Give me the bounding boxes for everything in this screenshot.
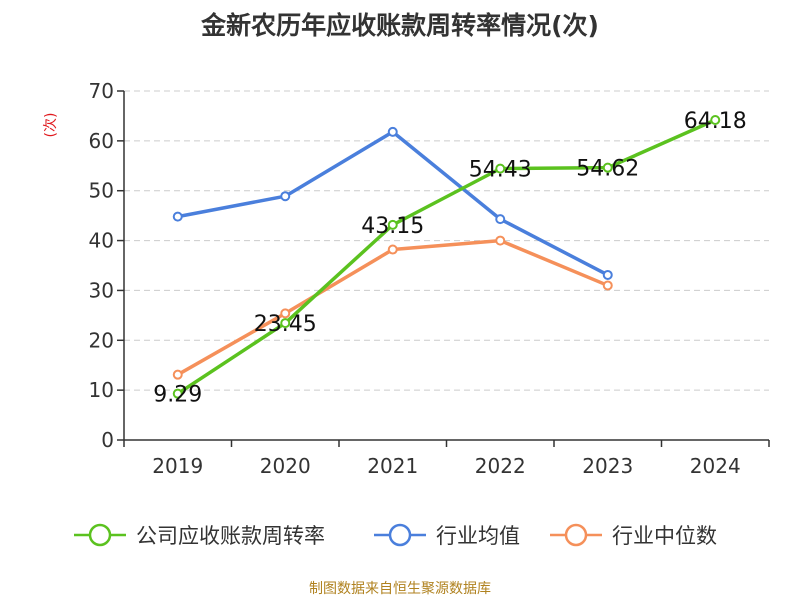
series-line xyxy=(176,238,609,377)
x-tick-label: 2021 xyxy=(367,454,418,478)
legend-line-marker-icon xyxy=(374,523,426,547)
y-tick-label: 20 xyxy=(89,328,114,352)
y-tick-label: 40 xyxy=(89,229,114,253)
chart-title: 金新农历年应收账款周转率情况(次) xyxy=(201,11,599,40)
data-label: 43.15 xyxy=(361,214,424,239)
data-point xyxy=(280,308,291,319)
data-label: 23.45 xyxy=(254,312,317,337)
y-tick-label: 60 xyxy=(89,129,114,153)
legend-line-marker-icon xyxy=(74,523,126,547)
data-label: 64.18 xyxy=(684,109,747,134)
x-tick-label: 2023 xyxy=(582,454,633,478)
y-tick-label: 0 xyxy=(101,428,114,452)
legend-marker xyxy=(388,523,412,547)
series-line xyxy=(176,118,716,396)
source-note: 制图数据来自恒生聚源数据库 xyxy=(309,581,491,597)
data-point xyxy=(495,235,506,246)
legend-item[interactable]: 行业均值 xyxy=(372,519,520,551)
legend-label: 行业中位数 xyxy=(612,524,717,548)
data-point xyxy=(602,269,613,280)
data-point xyxy=(280,191,291,202)
data-point xyxy=(602,162,613,173)
y-tick-label: 50 xyxy=(89,179,114,203)
legend-item[interactable]: 公司应收账款周转率 xyxy=(72,519,325,551)
data-point xyxy=(387,219,398,230)
x-tick-label: 2019 xyxy=(152,454,203,478)
data-point xyxy=(172,388,183,399)
data-label: 54.43 xyxy=(469,158,532,183)
x-tick-label: 2022 xyxy=(475,454,526,478)
data-point xyxy=(710,115,721,126)
legend-item[interactable]: 行业中位数 xyxy=(548,519,717,551)
data-point xyxy=(387,126,398,137)
y-tick-label: 10 xyxy=(89,378,114,402)
legend-line-marker-icon xyxy=(550,523,602,547)
data-point xyxy=(172,369,183,380)
data-point xyxy=(387,244,398,255)
data-label: 9.29 xyxy=(153,383,202,408)
legend-label: 公司应收账款周转率 xyxy=(136,524,325,548)
data-point xyxy=(495,214,506,225)
y-tick-label: 30 xyxy=(89,278,114,302)
x-tick-label: 2024 xyxy=(690,454,741,478)
data-point xyxy=(280,318,291,329)
data-point xyxy=(602,280,613,291)
data-point xyxy=(495,163,506,174)
y-tick-label: 70 xyxy=(89,79,114,103)
data-point xyxy=(172,211,183,222)
x-tick-label: 2020 xyxy=(260,454,311,478)
legend-marker xyxy=(564,523,588,547)
data-label: 54.62 xyxy=(576,157,639,182)
legend-marker xyxy=(88,523,112,547)
legend-label: 行业均值 xyxy=(436,524,520,548)
